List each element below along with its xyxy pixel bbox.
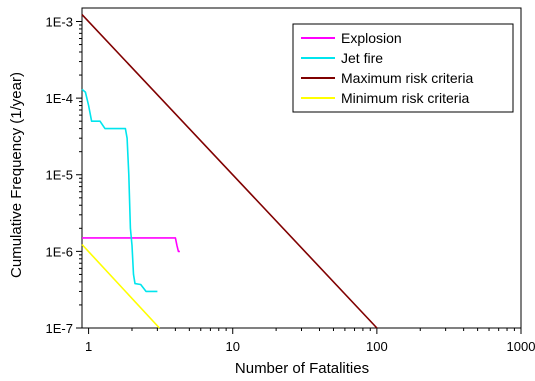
y-axis-title: Cumulative Frequency (1/year) — [8, 72, 25, 278]
y-tick-label: 1E-3 — [46, 14, 73, 29]
y-tick-label: 1E-7 — [46, 321, 73, 336]
x-tick-label: 1000 — [507, 339, 535, 354]
series-line-minimum-risk-criteria — [81, 243, 160, 329]
legend-label-maximum-risk-criteria: Maximum risk criteria — [341, 70, 473, 86]
x-tick-label: 100 — [366, 339, 388, 354]
series-line-explosion — [82, 237, 180, 253]
x-tick-label: 10 — [225, 339, 239, 354]
legend-label-explosion: Explosion — [341, 30, 402, 46]
series-line-jet-fire — [81, 88, 158, 293]
x-axis-title: Number of Fatalities — [235, 360, 369, 377]
series-layer — [81, 14, 378, 329]
legend-label-jet-fire: Jet fire — [341, 50, 383, 66]
x-tick-label: 1 — [85, 339, 92, 354]
legend-label-minimum-risk-criteria: Minimum risk criteria — [341, 90, 470, 106]
y-tick-label: 1E-6 — [46, 244, 73, 259]
axis-ticks: 1 10 100 1000 1E-3 1E-4 1E-5 1E-6 1E-7 — [46, 14, 535, 354]
y-tick-label: 1E-4 — [46, 91, 73, 106]
legend: Explosion Jet fire Maximum risk criteria Mi… — [292, 23, 514, 113]
series-line-maximum-risk-criteria — [81, 14, 378, 329]
y-tick-label: 1E-5 — [46, 168, 73, 183]
